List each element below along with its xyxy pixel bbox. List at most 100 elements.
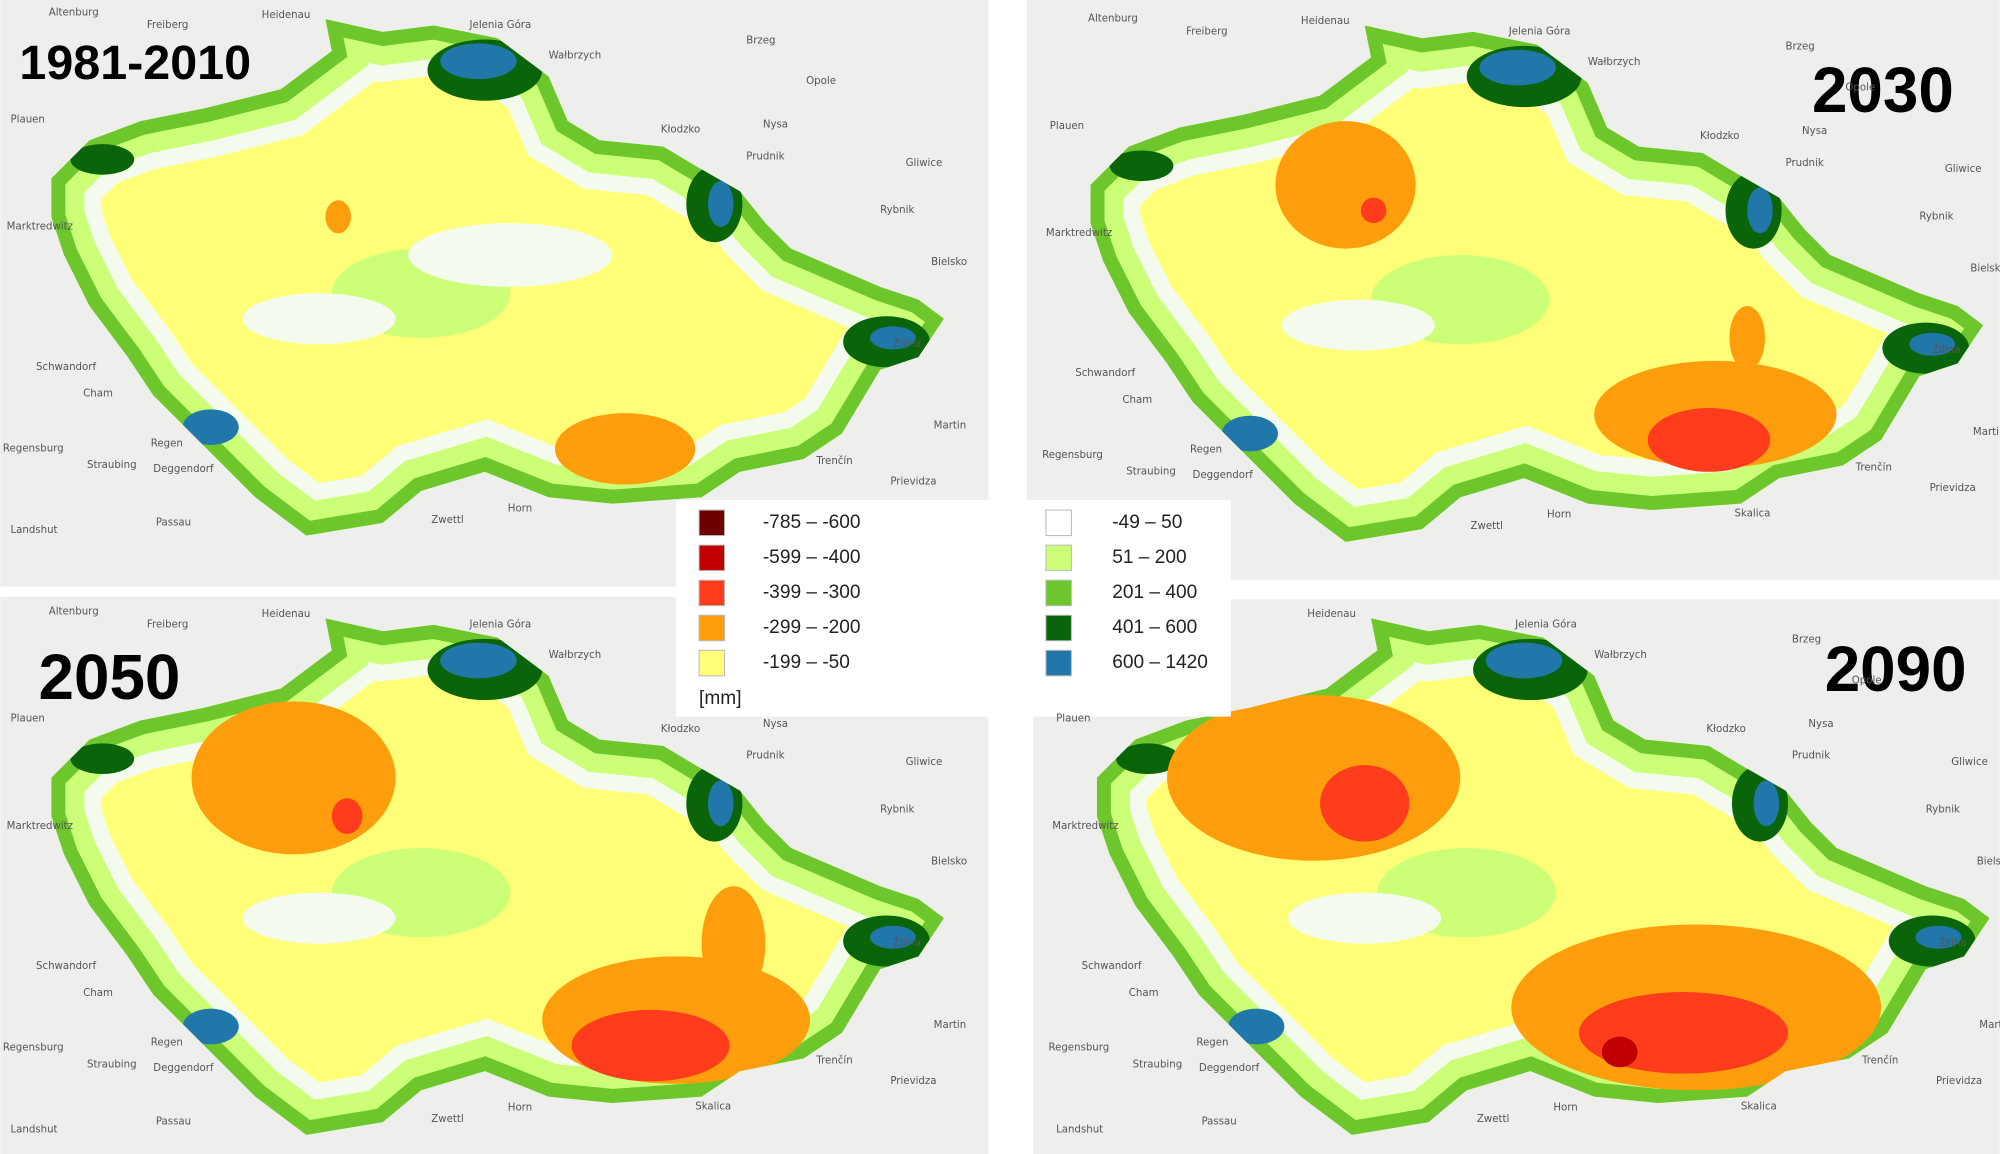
legend-swatch	[1045, 614, 1072, 642]
panel-title: 2050	[39, 641, 181, 713]
city-label: Regensburg	[3, 443, 64, 454]
city-label: Prievidza	[890, 477, 936, 488]
city-label: Žilina	[893, 936, 921, 949]
city-label: Gliwice	[906, 158, 943, 169]
city-label: Trenčín	[1861, 1054, 1898, 1066]
city-label: Trenčín	[815, 455, 852, 467]
city-label: Cham	[83, 389, 113, 400]
city-label: Horn	[508, 503, 532, 514]
legend-label: 51 – 200	[1112, 547, 1186, 568]
city-label: Horn	[508, 1103, 532, 1114]
legend-box	[676, 499, 1231, 717]
map-panel	[0, 0, 989, 587]
city-label: Heidenau	[262, 10, 311, 21]
city-label: Regensburg	[1048, 1043, 1109, 1054]
city-label: Schwandorf	[1082, 961, 1142, 972]
city-label: Trenčín	[815, 1054, 852, 1066]
legend-swatch	[1045, 544, 1072, 572]
city-label: Wałbrzych	[549, 650, 602, 661]
city-label: Brzeg	[1785, 42, 1814, 53]
city-label: Plauen	[1056, 714, 1090, 725]
city-label: Altenburg	[49, 607, 99, 618]
city-label: Jelenia Góra	[1514, 618, 1577, 630]
city-label: Straubing	[1133, 1059, 1183, 1070]
legend-label: 600 – 1420	[1112, 652, 1208, 673]
legend-swatch	[698, 509, 726, 537]
city-label: Regen	[151, 438, 183, 449]
city-label: Deggendorf	[153, 1063, 214, 1074]
city-label: Passau	[156, 1117, 191, 1128]
legend-swatch	[1045, 649, 1072, 677]
city-label: Zwettl	[431, 515, 463, 526]
city-label: Rybnik	[880, 205, 914, 216]
city-label: Heidenau	[262, 609, 311, 620]
city-label: Schwandorf	[36, 362, 96, 373]
legend-swatch	[1045, 509, 1072, 537]
legend-unit: [mm]	[699, 688, 741, 709]
panel-title: 2090	[1825, 633, 1967, 705]
city-label: Schwandorf	[1075, 368, 1135, 379]
city-label: Bielsko	[1970, 264, 2000, 275]
legend-swatch	[698, 544, 726, 572]
city-label: Rybnik	[1926, 804, 1960, 815]
city-label: Altenburg	[1088, 14, 1138, 25]
city-label: Zwettl	[431, 1114, 463, 1125]
city-label: Bielsko	[931, 257, 967, 268]
city-label: Prudnik	[746, 151, 784, 162]
city-label: Martin	[934, 1020, 967, 1031]
legend-swatch	[698, 649, 726, 677]
city-label: Prievidza	[890, 1076, 936, 1087]
city-label: Regen	[151, 1038, 183, 1049]
city-label: Gliwice	[1945, 164, 1982, 175]
city-label: Martin	[1973, 427, 2000, 438]
panel-title: 2030	[1812, 54, 1954, 126]
city-label: Bielsko	[1977, 857, 2000, 868]
city-label: Marktredwitz	[7, 222, 73, 233]
city-label: Marktredwitz	[7, 821, 73, 832]
city-label: Deggendorf	[1193, 470, 1254, 481]
city-label: Skalica	[1734, 508, 1770, 519]
city-label: Horn	[1547, 510, 1571, 521]
legend: -785 – -600 -599 – -400 -399 – -300 -299 – …	[698, 509, 1208, 709]
panel-title: 1981-2010	[19, 36, 251, 90]
city-label: Cham	[83, 988, 113, 999]
city-label: Prudnik	[746, 751, 784, 762]
city-label: Deggendorf	[153, 464, 214, 475]
city-label: Wałbrzych	[549, 51, 602, 62]
city-label: Deggendorf	[1199, 1063, 1260, 1074]
city-label: Žilina	[1939, 936, 1967, 949]
city-label: Marktredwitz	[1052, 821, 1118, 832]
city-label: Prudnik	[1785, 158, 1823, 169]
legend-label: -599 – -400	[763, 547, 861, 568]
city-label: Jelenia Góra	[1508, 25, 1571, 37]
legend-swatch	[1045, 579, 1072, 607]
legend-label: -299 – -200	[763, 617, 861, 638]
city-label: Freiberg	[147, 619, 188, 630]
city-label: Rybnik	[1919, 211, 1953, 222]
city-label: Nysa	[1802, 126, 1827, 137]
legend-swatch	[698, 579, 726, 607]
city-label: Heidenau	[1307, 609, 1356, 620]
city-label: Rybnik	[880, 804, 914, 815]
city-label: Plauen	[10, 714, 44, 725]
city-label: Opole	[806, 76, 836, 87]
legend-label: 201 – 400	[1112, 582, 1197, 603]
city-label: Gliwice	[906, 757, 943, 768]
city-label: Nysa	[1808, 719, 1833, 730]
city-label: Marktredwitz	[1046, 228, 1112, 239]
city-label: Kłodzko	[661, 125, 700, 136]
legend-swatch	[698, 614, 726, 642]
city-label: Martin	[934, 420, 967, 431]
map-panel	[1026, 0, 2000, 581]
city-label: Wałbrzych	[1588, 57, 1641, 68]
city-label: Trenčín	[1855, 462, 1892, 474]
city-label: Regen	[1196, 1038, 1228, 1049]
city-label: Opole	[1845, 83, 1875, 94]
city-label: Skalica	[1741, 1101, 1777, 1112]
city-label: Brzeg	[746, 35, 775, 46]
city-label: Plauen	[1050, 121, 1084, 132]
city-label: Freiberg	[147, 20, 188, 31]
city-label: Altenburg	[49, 7, 99, 18]
